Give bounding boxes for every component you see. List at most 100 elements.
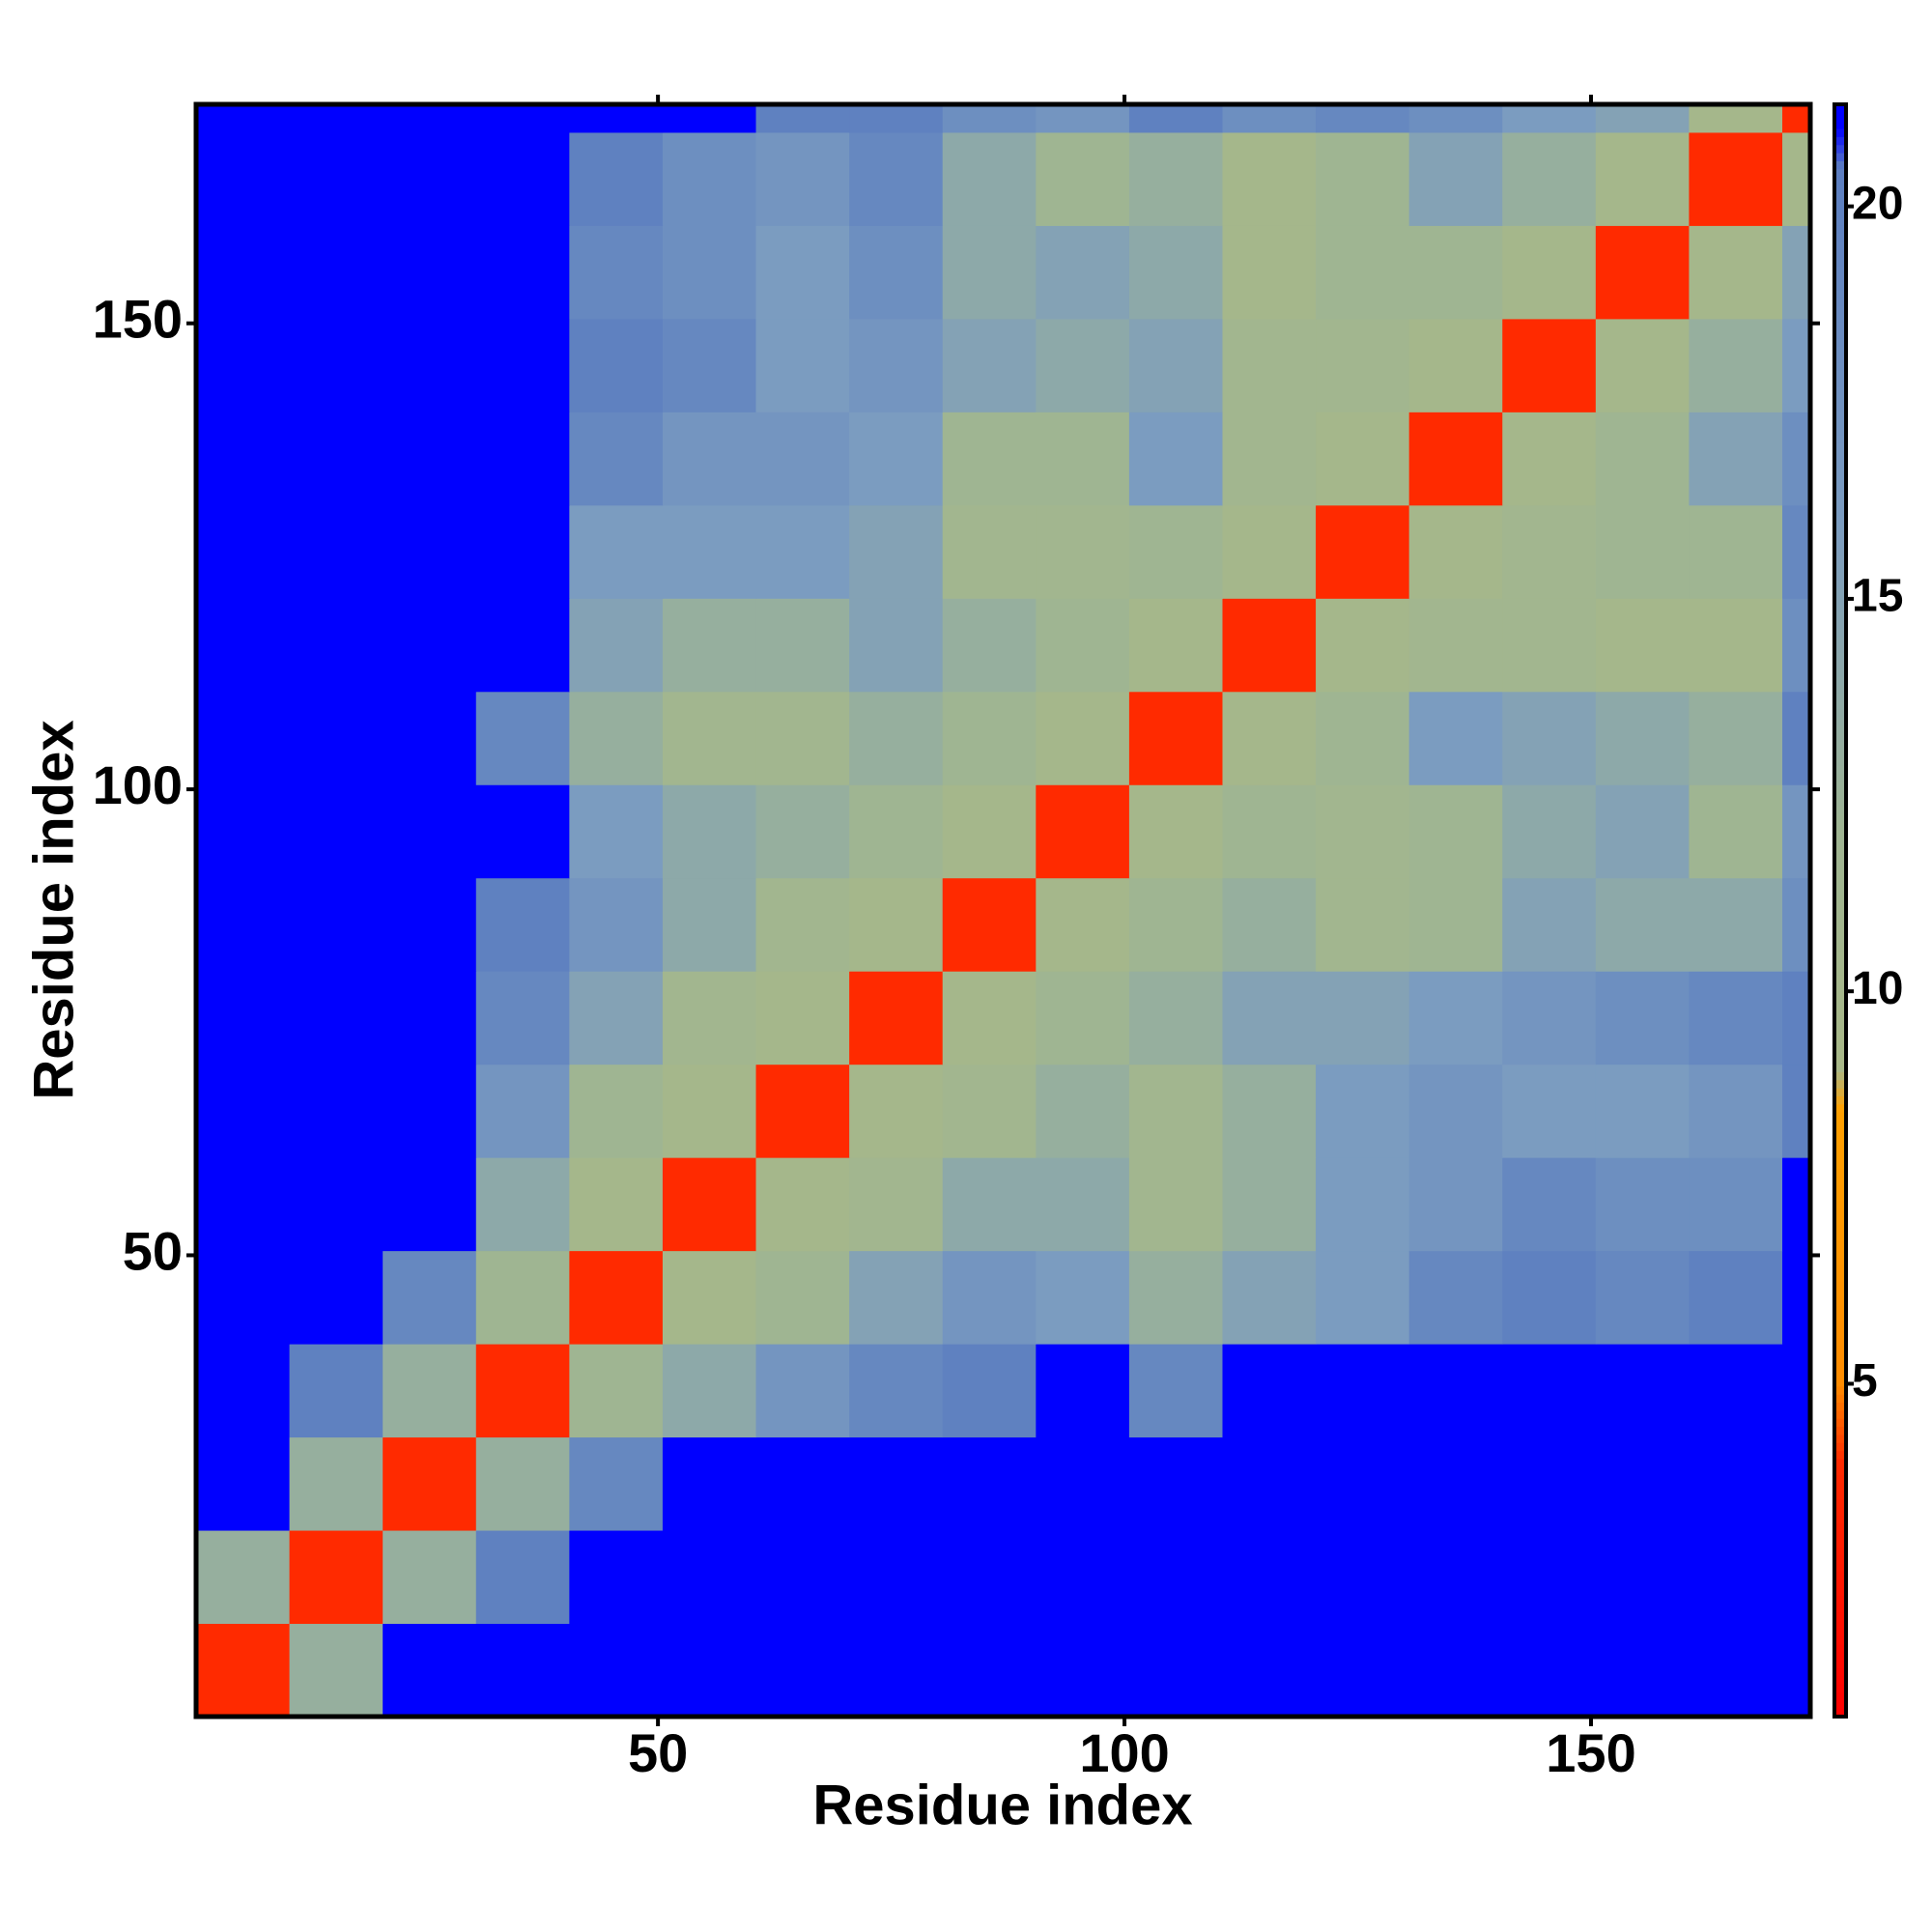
colorbar-segment: [1834, 1064, 1846, 1072]
colorbar-segment: [1834, 1378, 1846, 1387]
heatmap-cell: [1595, 1064, 1690, 1158]
heatmap-cell: [1036, 1623, 1130, 1718]
heatmap-cell: [1316, 504, 1410, 599]
heatmap-cell: [849, 225, 944, 320]
colorbar-segment: [1834, 177, 1846, 185]
x-tick-label: 100: [1079, 1722, 1169, 1783]
colorbar-segment: [1834, 515, 1846, 525]
colorbar-segment: [1834, 652, 1846, 662]
heatmap-cell: [1128, 784, 1223, 879]
heatmap-cell: [1316, 104, 1410, 133]
colorbar-segment: [1834, 1604, 1846, 1613]
heatmap-cell: [1408, 1436, 1503, 1531]
heatmap-cell: [1502, 1344, 1597, 1438]
heatmap-cell: [196, 1530, 291, 1625]
heatmap-cell: [1128, 412, 1223, 506]
colorbar-segment: [1834, 1136, 1846, 1146]
heatmap-cell: [569, 318, 664, 412]
heatmap-cell: [755, 1157, 850, 1252]
heatmap-cell: [475, 104, 570, 133]
colorbar-segment: [1834, 693, 1846, 702]
heatmap-cell: [475, 1344, 570, 1438]
heatmap-cell: [662, 784, 757, 879]
heatmap-cell: [942, 877, 1037, 972]
heatmap-cell: [1782, 1436, 1811, 1531]
heatmap-cell: [475, 971, 570, 1065]
heatmap-cell: [1128, 318, 1223, 412]
heatmap-cell: [1689, 1344, 1783, 1438]
heatmap-cell: [1408, 1530, 1503, 1625]
heatmap-cell: [383, 598, 477, 693]
heatmap-cell: [1036, 131, 1130, 226]
heatmap-cell: [1036, 1530, 1130, 1625]
heatmap-cell: [942, 318, 1037, 412]
heatmap-cell: [1502, 131, 1597, 226]
heatmap-cell: [1408, 504, 1503, 599]
heatmap-cell: [1316, 877, 1410, 972]
heatmap-cell: [755, 598, 850, 693]
colorbar-segment: [1834, 1192, 1846, 1202]
heatmap-cell: [569, 877, 664, 972]
colorbar-segment: [1834, 1547, 1846, 1556]
heatmap-cell: [1689, 318, 1783, 412]
heatmap-cell: [662, 1436, 757, 1531]
heatmap-cell: [475, 1530, 570, 1625]
colorbar-segment: [1834, 112, 1846, 122]
colorbar-segment: [1834, 362, 1846, 371]
colorbar-segment: [1834, 329, 1846, 339]
colorbar-segment: [1834, 531, 1846, 541]
heatmap-cell: [475, 1064, 570, 1158]
colorbar-segment: [1834, 378, 1846, 387]
colorbar-segment: [1834, 491, 1846, 500]
heatmap-cell: [569, 412, 664, 506]
colorbar-segment: [1834, 1595, 1846, 1605]
colorbar-segment: [1834, 1474, 1846, 1484]
heatmap-cell: [1782, 504, 1811, 599]
colorbar-segment: [1834, 370, 1846, 380]
heatmap-cell: [1595, 784, 1690, 879]
heatmap-cell: [569, 1436, 664, 1531]
heatmap-cell: [289, 504, 384, 599]
colorbar-segment: [1834, 160, 1846, 170]
colorbar-segment: [1834, 1434, 1846, 1443]
colorbar-segment: [1834, 1691, 1846, 1701]
colorbar-segment: [1834, 346, 1846, 355]
heatmap-cell: [196, 318, 291, 412]
colorbar-segment: [1834, 459, 1846, 469]
plot-frame: [193, 101, 1813, 1719]
heatmap-cell: [1502, 1250, 1597, 1345]
heatmap-cell: [849, 131, 944, 226]
colorbar-segment: [1834, 611, 1846, 621]
colorbar-segment: [1834, 498, 1846, 508]
heatmap-cell: [1502, 1530, 1597, 1625]
heatmap-cell: [1782, 104, 1811, 133]
x-axis-title: Residue index: [812, 1774, 1192, 1836]
colorbar-segment: [1834, 1684, 1846, 1693]
colorbar-segment: [1834, 1264, 1846, 1274]
heatmap-cell: [1128, 1436, 1223, 1531]
heatmap-cell: [1595, 1436, 1690, 1531]
heatmap-cell: [289, 1250, 384, 1345]
heatmap-cell: [1408, 1250, 1503, 1345]
colorbar-tick-label: 15: [1852, 571, 1903, 622]
colorbar-segment: [1834, 797, 1846, 807]
heatmap-cell: [569, 1064, 664, 1158]
heatmap-cell: [1036, 1344, 1130, 1438]
heatmap-cell: [1689, 691, 1783, 785]
heatmap-cell: [1316, 1623, 1410, 1718]
colorbar-segment: [1834, 1676, 1846, 1686]
heatmap-cell: [289, 1064, 384, 1158]
heatmap-cell: [942, 691, 1037, 785]
colorbar-segment: [1834, 587, 1846, 597]
colorbar-segment: [1834, 1611, 1846, 1621]
heatmap-cell: [849, 1064, 944, 1158]
heatmap-cell: [1595, 104, 1690, 133]
heatmap-cell: [1595, 1157, 1690, 1252]
colorbar-segment: [1834, 1643, 1846, 1653]
heatmap-cell: [289, 1530, 384, 1625]
heatmap-cell: [755, 1436, 850, 1531]
heatmap-cell: [1408, 971, 1503, 1065]
heatmap-cell: [475, 877, 570, 972]
heatmap-cell: [289, 318, 384, 412]
